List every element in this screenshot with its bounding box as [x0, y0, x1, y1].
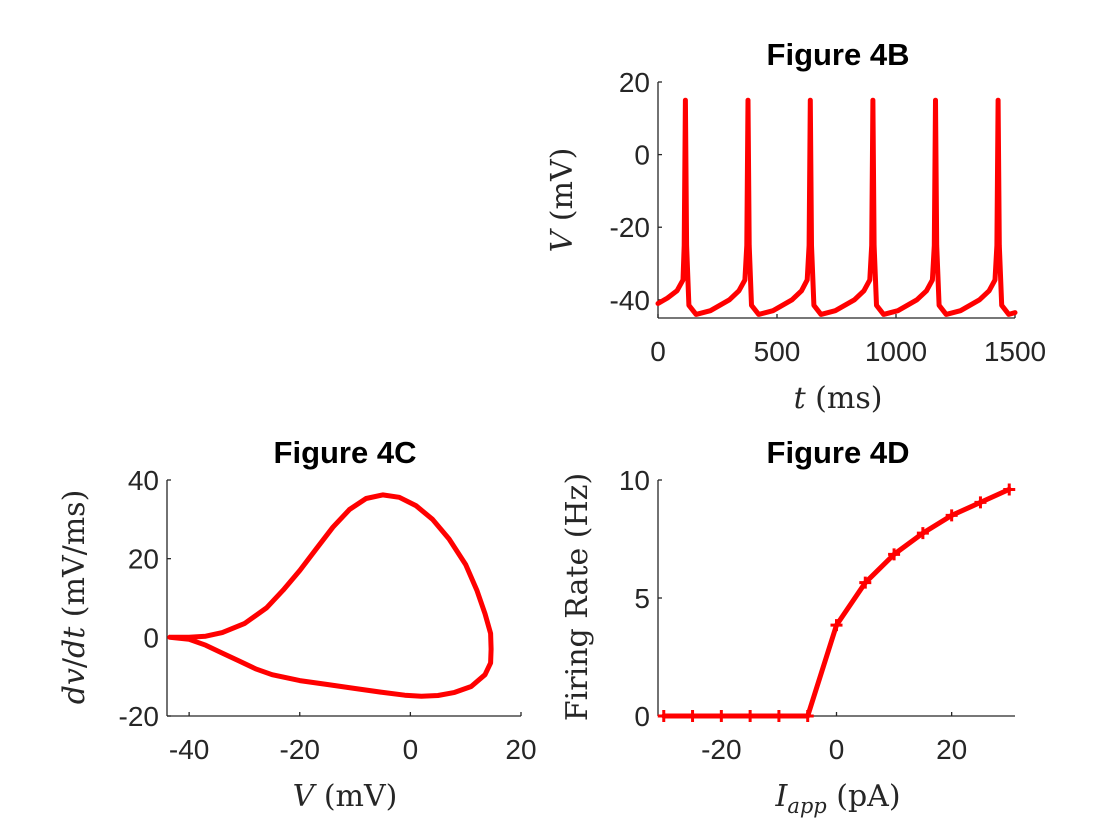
chart-title-4d: Figure 4D: [767, 435, 910, 470]
y-tick-label-4d: 0: [634, 701, 650, 732]
data-point-4d: [744, 710, 757, 722]
y-axis-label-4b: V (mV): [545, 148, 580, 253]
x-tick-label-4d: 0: [829, 734, 845, 765]
data-point-4d: [657, 710, 670, 722]
series-line-4b: [655, 97, 1018, 317]
x-axis-label-4c: V (mV): [293, 779, 398, 814]
plot-area-4d: -20 0 20 0 5 10: [619, 465, 1016, 765]
data-point-4d: [801, 710, 814, 722]
y-tick-label-4c: 40: [128, 465, 159, 496]
chart-title-4c: Figure 4C: [274, 435, 417, 470]
x-axis-label-unit-4d: (pA): [836, 779, 900, 814]
x-tick-label-4c: 20: [505, 734, 536, 765]
x-tick-label-4c: -40: [169, 734, 209, 765]
y-tick-label-4b: -20: [610, 212, 650, 243]
x-tick-label-4d: -20: [701, 734, 741, 765]
data-point-4d: [772, 710, 785, 722]
x-tick-label-4b: 1000: [865, 336, 927, 367]
x-tick-label-4c: -20: [280, 734, 320, 765]
plot-area-4b: 0 500 1000 1500 -40 -20 0 20: [610, 67, 1047, 367]
chart-title-4b: Figure 4B: [767, 37, 910, 72]
x-tick-label-4b: 0: [650, 336, 666, 367]
x-axis-label-4d: Iapp (pA): [774, 779, 900, 818]
data-point-4d: [830, 619, 843, 632]
data-point-4d: [945, 509, 958, 522]
x-tick-label-4b: 1500: [984, 336, 1046, 367]
data-point-4d: [916, 527, 929, 540]
y-tick-label-4d: 5: [634, 583, 650, 614]
data-point-4d: [1003, 483, 1016, 496]
x-tick-label-4c: 0: [403, 734, 419, 765]
data-point-4d: [686, 710, 699, 722]
panel-figure-4b: Figure 4B 0 500 1000 1500 -40 -20 0 20 t (ms) V…: [545, 37, 1046, 416]
data-point-4d: [974, 496, 987, 509]
panel-figure-4d: Figure 4D -20 0 20 0 5 10 Iapp (pA) Firing Ra…: [560, 435, 1016, 818]
data-point-4d: [888, 548, 901, 561]
y-axis-label-4d: Firing Rate (Hz): [560, 473, 595, 721]
y-tick-label-4b: -40: [610, 285, 650, 316]
x-axis-label-space-4d: [827, 779, 837, 814]
data-point-4d: [715, 710, 728, 722]
data-point-4d: [859, 576, 872, 589]
y-tick-label-4b: 20: [619, 67, 650, 98]
y-axis-label-4c: dv/dt (mV/ms): [57, 490, 92, 705]
x-tick-label-4d: 20: [936, 734, 967, 765]
x-axis-label-4b: t (ms): [794, 381, 883, 416]
series-line-4d: [661, 486, 1012, 719]
y-tick-label-4c: 0: [143, 622, 159, 653]
y-tick-label-4b: 0: [634, 140, 650, 171]
x-axis-label-sub-4d: app: [787, 794, 826, 818]
y-tick-label-4c: 20: [128, 544, 159, 575]
plot-area-4c: -40 -20 0 20 -20 0 20 40: [119, 465, 537, 765]
x-tick-label-4b: 500: [754, 336, 801, 367]
panel-figure-4c: Figure 4C -40 -20 0 20 -20 0 20 40 V (mV) dv/dt…: [57, 435, 537, 814]
y-tick-label-4c: -20: [119, 701, 159, 732]
y-tick-label-4d: 10: [619, 465, 650, 496]
x-axis-label-main-4d: I: [774, 779, 788, 814]
series-line-4c: [167, 492, 494, 699]
